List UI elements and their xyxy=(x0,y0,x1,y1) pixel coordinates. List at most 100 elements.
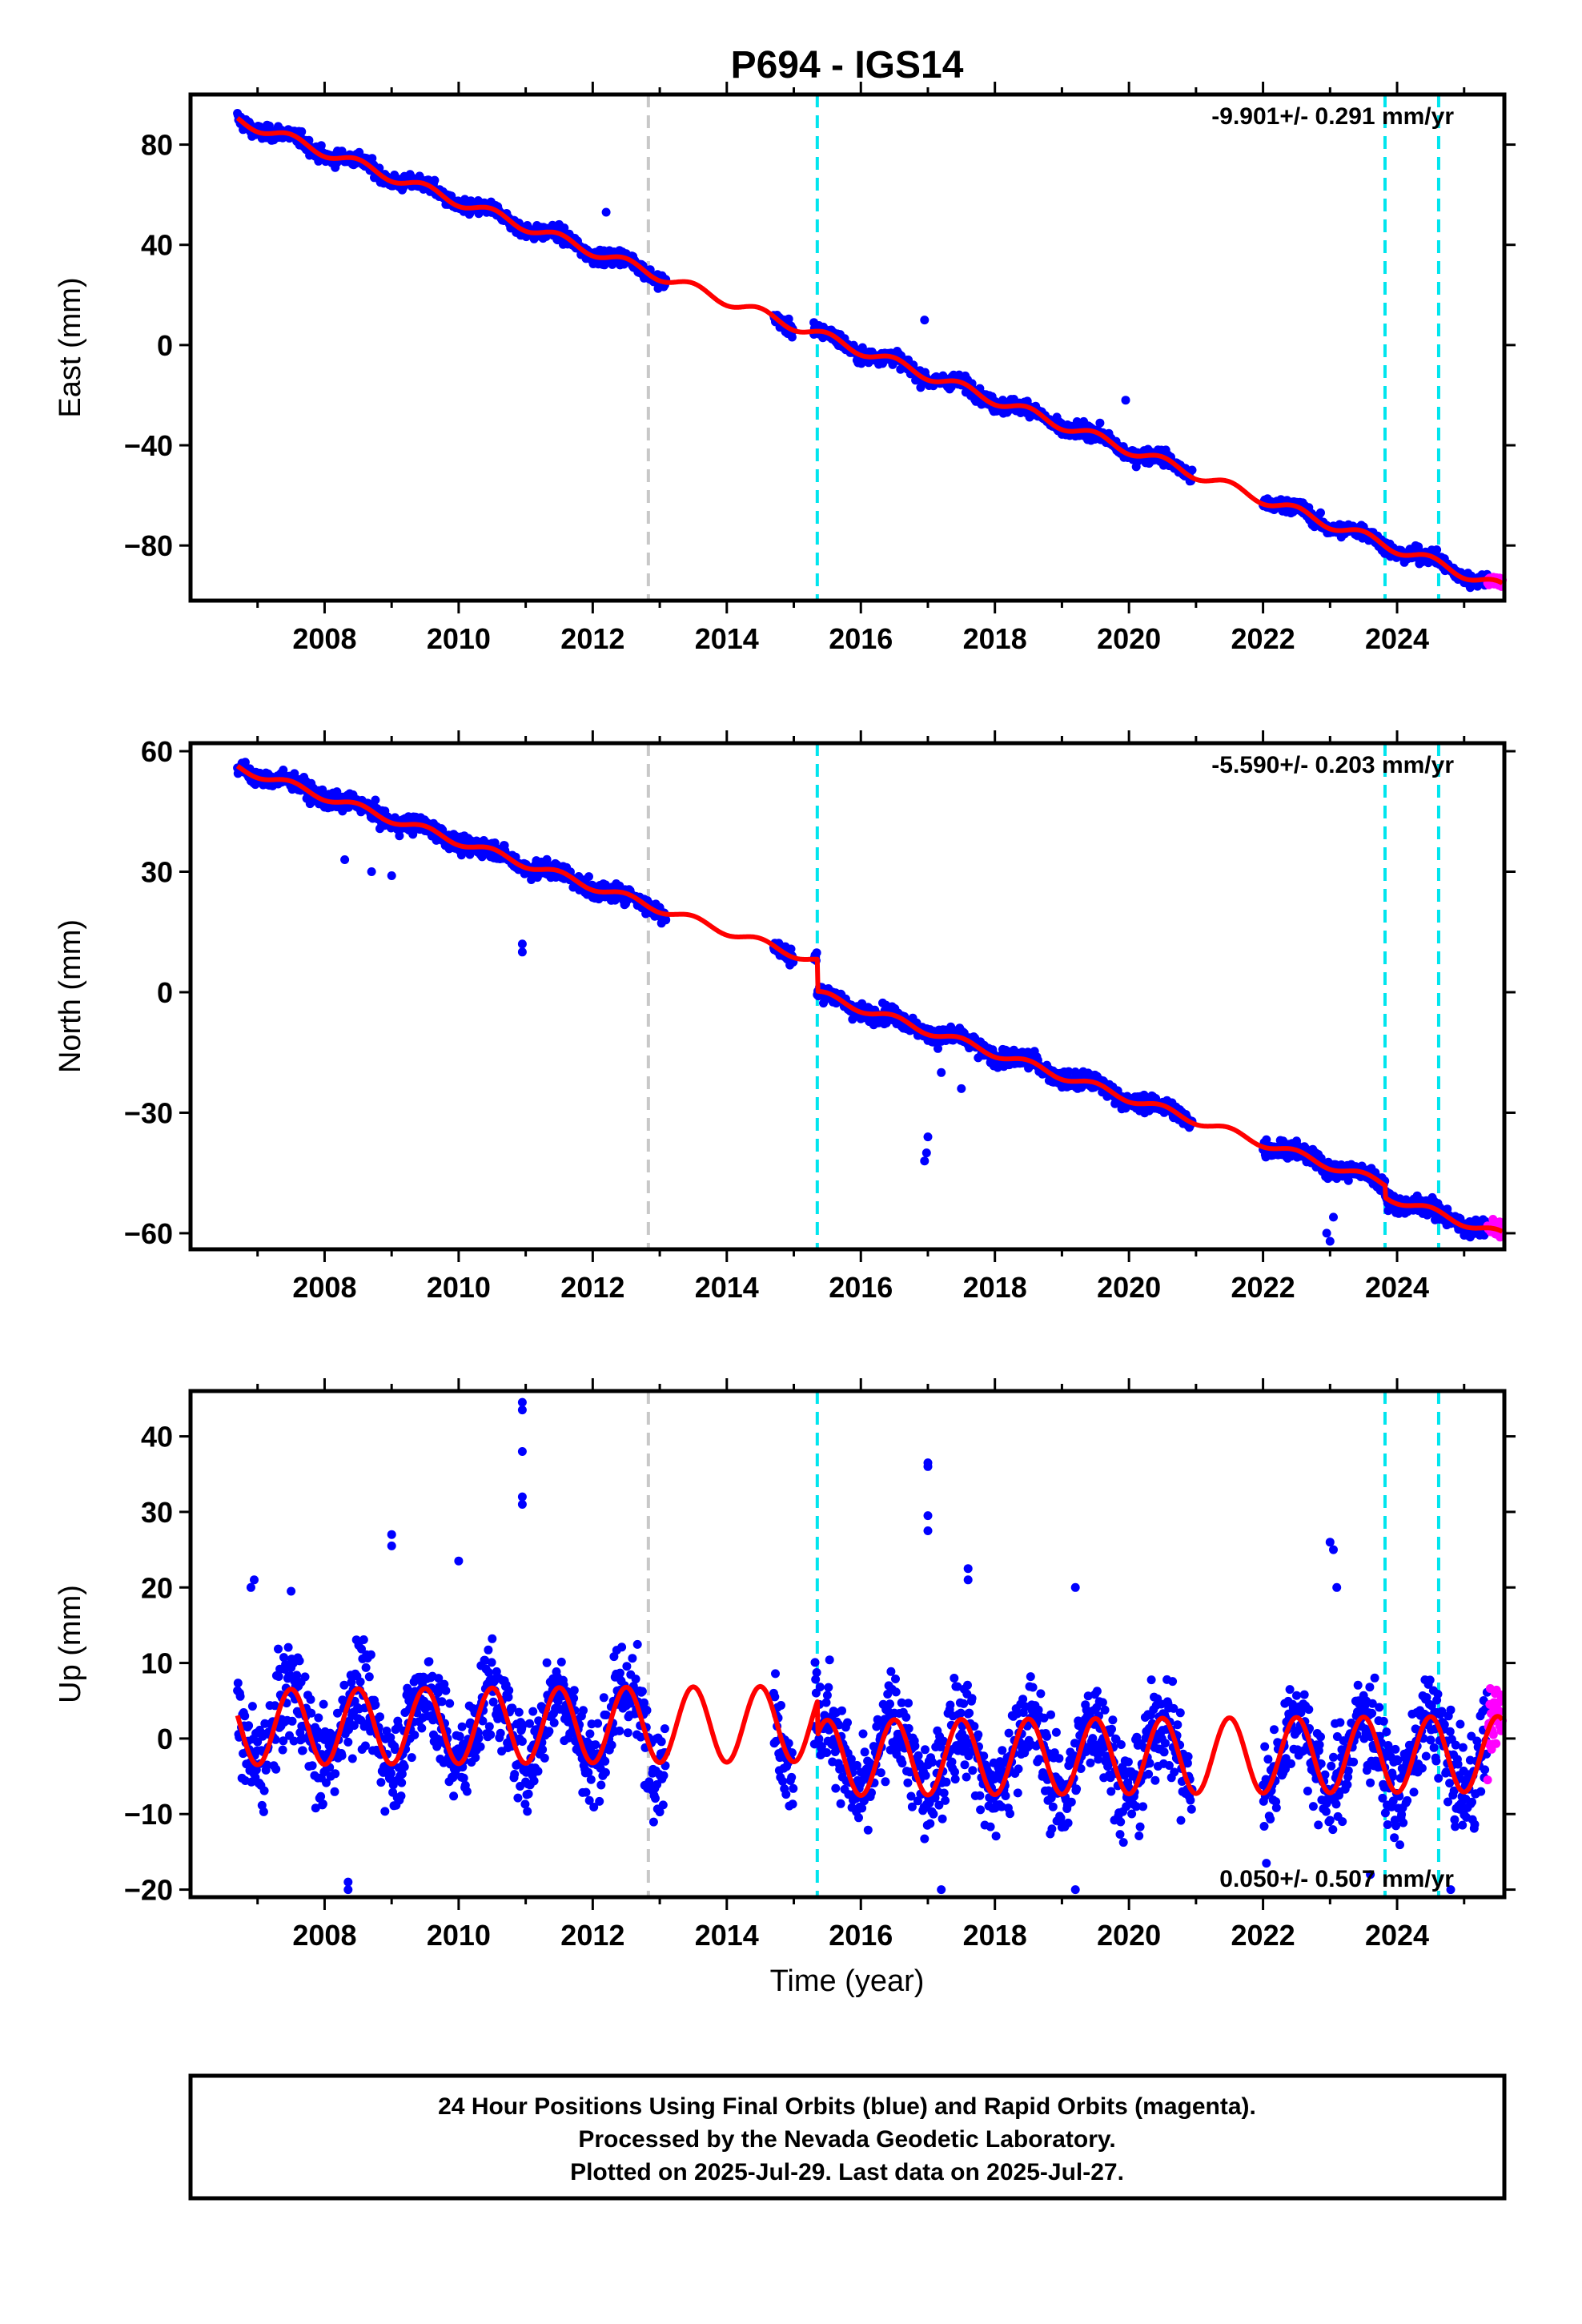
up-point xyxy=(484,1645,493,1655)
up-point xyxy=(863,1825,873,1835)
up-point xyxy=(375,1712,384,1722)
north-y-tick-label: 60 xyxy=(141,735,173,768)
east-point xyxy=(784,314,793,324)
up-point xyxy=(600,1767,610,1777)
up-point xyxy=(318,1799,327,1809)
north-outlier-point xyxy=(920,1156,930,1166)
east-outlier-point xyxy=(601,207,611,217)
up-point xyxy=(319,1699,328,1709)
up-point xyxy=(441,1686,451,1695)
up-point xyxy=(300,1672,310,1682)
north-point xyxy=(371,795,380,805)
up-point xyxy=(247,1702,257,1711)
up-point xyxy=(366,1650,375,1659)
up-point xyxy=(417,1723,427,1733)
up-point xyxy=(504,1686,514,1695)
up-point xyxy=(812,1668,821,1677)
north-outlier-point xyxy=(517,947,527,957)
up-point xyxy=(616,1668,624,1678)
north-x-tick-label: 2016 xyxy=(829,1271,893,1304)
up-point xyxy=(287,1716,297,1726)
up-point xyxy=(651,1794,660,1803)
north-y-tick-label: −30 xyxy=(124,1096,173,1129)
north-x-tick-label: 2020 xyxy=(1097,1271,1161,1304)
up-point xyxy=(487,1658,496,1667)
east-y-tick-label: 40 xyxy=(141,229,173,262)
up-point xyxy=(457,1722,467,1731)
up-point xyxy=(488,1634,497,1643)
up-point xyxy=(295,1656,304,1666)
up-point xyxy=(904,1699,913,1708)
up-point xyxy=(459,1773,468,1783)
up-point xyxy=(843,1718,852,1727)
up-point xyxy=(593,1719,603,1728)
north-final-orbit-points xyxy=(233,758,1492,1246)
up-point xyxy=(283,1642,293,1652)
up-point xyxy=(913,1751,923,1760)
east-outlier-point xyxy=(809,318,819,328)
up-point xyxy=(658,1800,668,1810)
north-y-axis-label: North (mm) xyxy=(54,919,87,1073)
east-x-tick-label: 2010 xyxy=(427,622,491,655)
east-y-axis-label: East (mm) xyxy=(54,277,87,417)
up-point xyxy=(910,1741,920,1751)
north-outlier-point xyxy=(340,855,350,864)
up-point xyxy=(533,1767,543,1776)
north-point xyxy=(812,948,821,958)
east-point xyxy=(367,154,377,163)
up-point xyxy=(380,1807,390,1816)
up-point xyxy=(306,1695,315,1704)
east-rate-label: -9.901+/- 0.291 mm/yr xyxy=(1211,103,1454,130)
up-point xyxy=(778,1776,788,1786)
up-point xyxy=(462,1787,472,1796)
east-point xyxy=(1316,508,1325,517)
north-outlier-point xyxy=(923,1132,933,1142)
north-outlier-point xyxy=(1322,1228,1331,1238)
up-point xyxy=(617,1642,627,1652)
east-point xyxy=(1432,545,1442,554)
up-point xyxy=(397,1778,407,1787)
north-x-tick-label: 2022 xyxy=(1231,1271,1295,1304)
east-x-tick-label: 2024 xyxy=(1365,622,1429,655)
up-point xyxy=(517,1737,527,1746)
east-outlier-point xyxy=(1121,396,1130,405)
up-point xyxy=(529,1776,539,1786)
north-outlier-point xyxy=(937,1068,946,1077)
up-point xyxy=(359,1635,368,1644)
up-point xyxy=(586,1775,596,1784)
up-point xyxy=(831,1783,841,1793)
up-point xyxy=(259,1786,269,1795)
up-point xyxy=(400,1762,409,1771)
up-point xyxy=(244,1721,254,1731)
east-y-tick-label: −40 xyxy=(124,429,173,462)
up-point xyxy=(891,1675,900,1683)
chart-title: P694 - IGS14 xyxy=(731,44,964,86)
up-point xyxy=(376,1778,386,1787)
up-point xyxy=(331,1769,340,1779)
east-plot-frame xyxy=(188,92,1507,603)
up-point xyxy=(637,1687,647,1696)
north-x-tick-label: 2014 xyxy=(695,1271,759,1304)
up-point xyxy=(858,1729,868,1739)
up-point xyxy=(901,1712,911,1722)
north-x-tick-label: 2010 xyxy=(427,1271,491,1304)
up-point xyxy=(787,1772,797,1782)
north-point xyxy=(240,758,250,767)
up-point xyxy=(274,1644,283,1654)
up-point xyxy=(904,1723,913,1733)
north-y-tick-label: 0 xyxy=(157,976,173,1009)
up-point xyxy=(569,1686,579,1695)
up-point xyxy=(361,1663,371,1672)
up-point xyxy=(486,1730,496,1739)
up-point xyxy=(596,1780,606,1790)
east-x-tick-label: 2014 xyxy=(695,622,759,655)
up-point xyxy=(837,1706,846,1715)
up-point xyxy=(836,1799,845,1808)
up-point xyxy=(484,1722,494,1731)
north-outlier-point xyxy=(1329,1212,1338,1222)
east-x-tick-label: 2008 xyxy=(292,622,356,655)
up-point xyxy=(474,1734,484,1743)
up-point xyxy=(259,1807,268,1816)
north-model-curve xyxy=(235,764,1504,1234)
